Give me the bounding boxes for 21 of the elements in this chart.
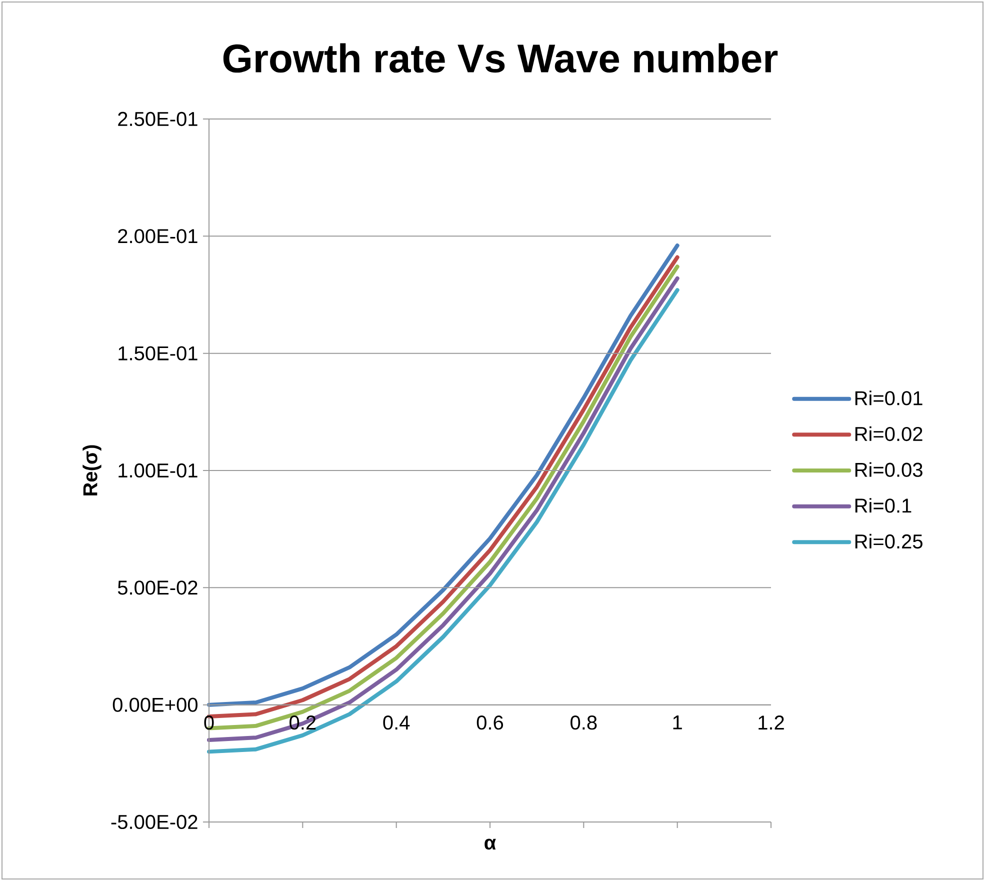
y-tick-label: -5.00E-02 — [111, 814, 198, 830]
legend-label: Ri=0.25 — [855, 534, 922, 549]
x-tick-label: 0.4 — [383, 716, 410, 730]
legend-label: Ri=0.01 — [855, 390, 922, 406]
y-tick-label: 1.50E-01 — [118, 346, 198, 360]
x-tick-label: 1.2 — [758, 716, 784, 730]
y-axis-title: Re(σ) — [82, 445, 102, 496]
x-tick-label: 0 — [204, 716, 214, 730]
x-tick-label: 1 — [673, 716, 682, 730]
y-tick-label: 5.00E-02 — [118, 580, 198, 595]
y-tick-label: 2.00E-01 — [118, 229, 198, 244]
x-axis-title: α — [484, 838, 496, 850]
legend-label: Ri=0.1 — [855, 498, 912, 513]
y-tick-label: 1.00E-01 — [118, 463, 198, 478]
legend-label: Ri=0.03 — [855, 462, 922, 477]
y-tick-label: 0.00E+00 — [112, 698, 198, 712]
y-tick-label: 2.50E-01 — [118, 112, 198, 126]
chart-title: Growth rate Vs Wave number — [223, 43, 778, 73]
x-tick-label: 0.6 — [476, 716, 504, 730]
legend-label: Ri=0.02 — [855, 426, 922, 442]
x-tick-label: 0.8 — [570, 716, 597, 730]
